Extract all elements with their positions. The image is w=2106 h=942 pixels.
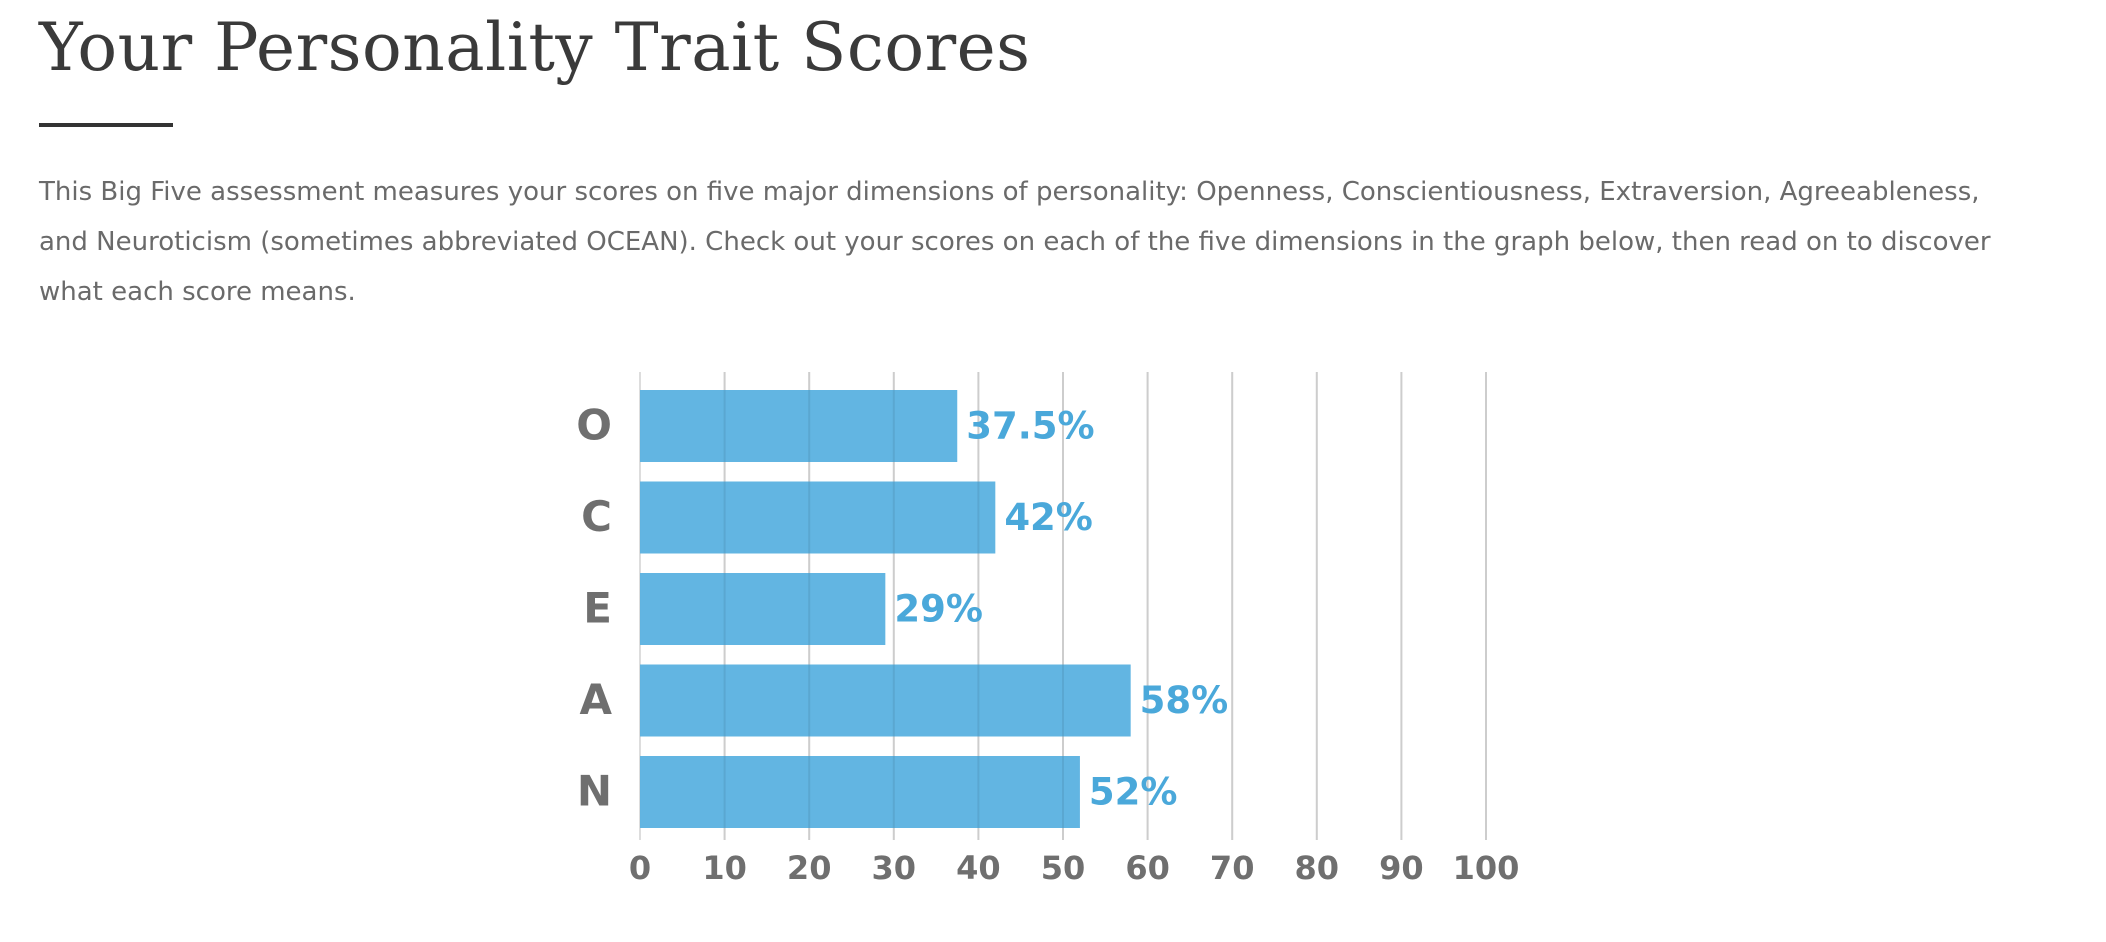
page-title: Your Personality Trait Scores — [39, 9, 1031, 86]
category-label-a: A — [579, 675, 612, 724]
x-tick-label-10: 10 — [702, 849, 747, 887]
bar-o — [640, 390, 958, 462]
page-content: Your Personality Trait Scores This Big F… — [39, 0, 2069, 317]
bar-c — [640, 481, 996, 554]
title-underline — [39, 123, 173, 127]
category-label-c: C — [581, 492, 612, 541]
value-label-n: 52% — [1089, 771, 1178, 814]
category-label-e: E — [583, 584, 612, 633]
x-tick-label-30: 30 — [872, 849, 917, 887]
x-tick-label-0: 0 — [629, 849, 651, 887]
bar-a — [640, 664, 1131, 737]
value-label-o: 37.5% — [966, 405, 1094, 448]
bar-e — [640, 573, 886, 645]
x-tick-label-70: 70 — [1210, 849, 1255, 887]
category-label-o: O — [576, 401, 612, 450]
value-label-a: 58% — [1140, 679, 1229, 722]
bars — [640, 372, 1487, 840]
value-label-c: 42% — [1004, 496, 1093, 539]
bar-n — [640, 756, 1080, 828]
x-tick-label-40: 40 — [956, 849, 1001, 887]
x-tick-label-80: 80 — [1295, 849, 1340, 887]
intro-paragraph: This Big Five assessment measures your s… — [39, 177, 1991, 307]
value-label-e: 29% — [894, 588, 983, 631]
x-tick-label-90: 90 — [1379, 849, 1424, 887]
x-tick-label-50: 50 — [1041, 849, 1086, 887]
x-tick-label-100: 100 — [1453, 849, 1520, 887]
x-tick-label-60: 60 — [1125, 849, 1170, 887]
labels: 0 10 20 30 40 50 60 70 80 90 100 O 37.5% C 42% E 29% A 58%… — [576, 401, 1519, 888]
x-tick-label-20: 20 — [787, 849, 832, 887]
category-label-n: N — [577, 767, 612, 816]
